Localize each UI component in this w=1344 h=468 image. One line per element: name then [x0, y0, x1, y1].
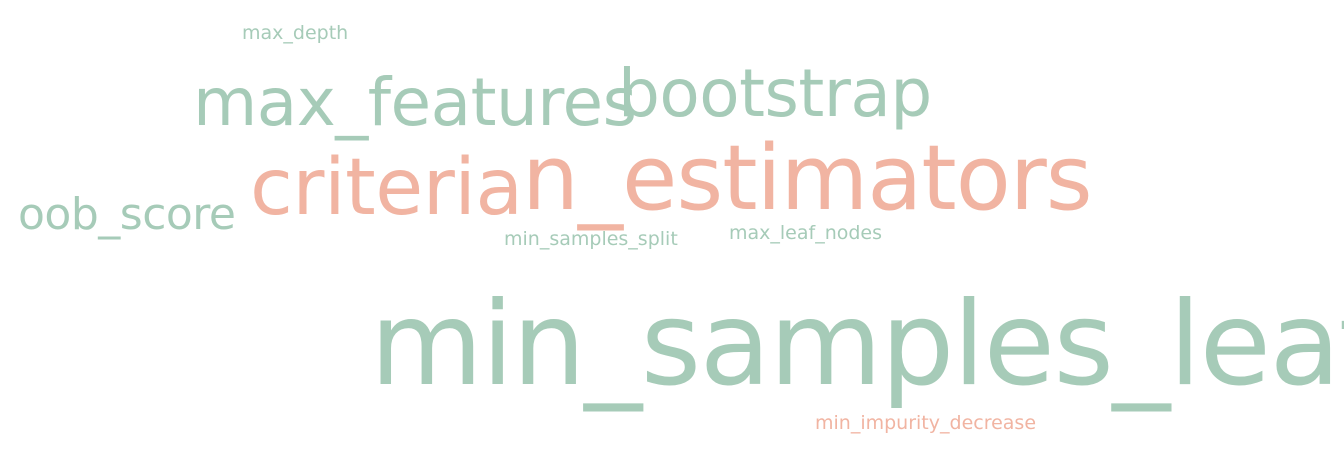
- word-min-impurity-decrease: min_impurity_decrease: [815, 412, 1037, 434]
- word-max-leaf-nodes: max_leaf_nodes: [729, 222, 883, 244]
- word-max-depth: max_depth: [242, 22, 349, 44]
- word-criteria: criteria: [250, 143, 523, 233]
- word-bootstrap: bootstrap: [618, 55, 932, 132]
- word-oob-score: oob_score: [18, 189, 236, 240]
- word-min-samples-split: min_samples_split: [504, 228, 678, 250]
- word-min-samples-leaf: min_samples_leaf: [370, 277, 1344, 412]
- word-max-features: max_features: [193, 64, 637, 141]
- word-n-estimators: n_estimators: [522, 126, 1093, 231]
